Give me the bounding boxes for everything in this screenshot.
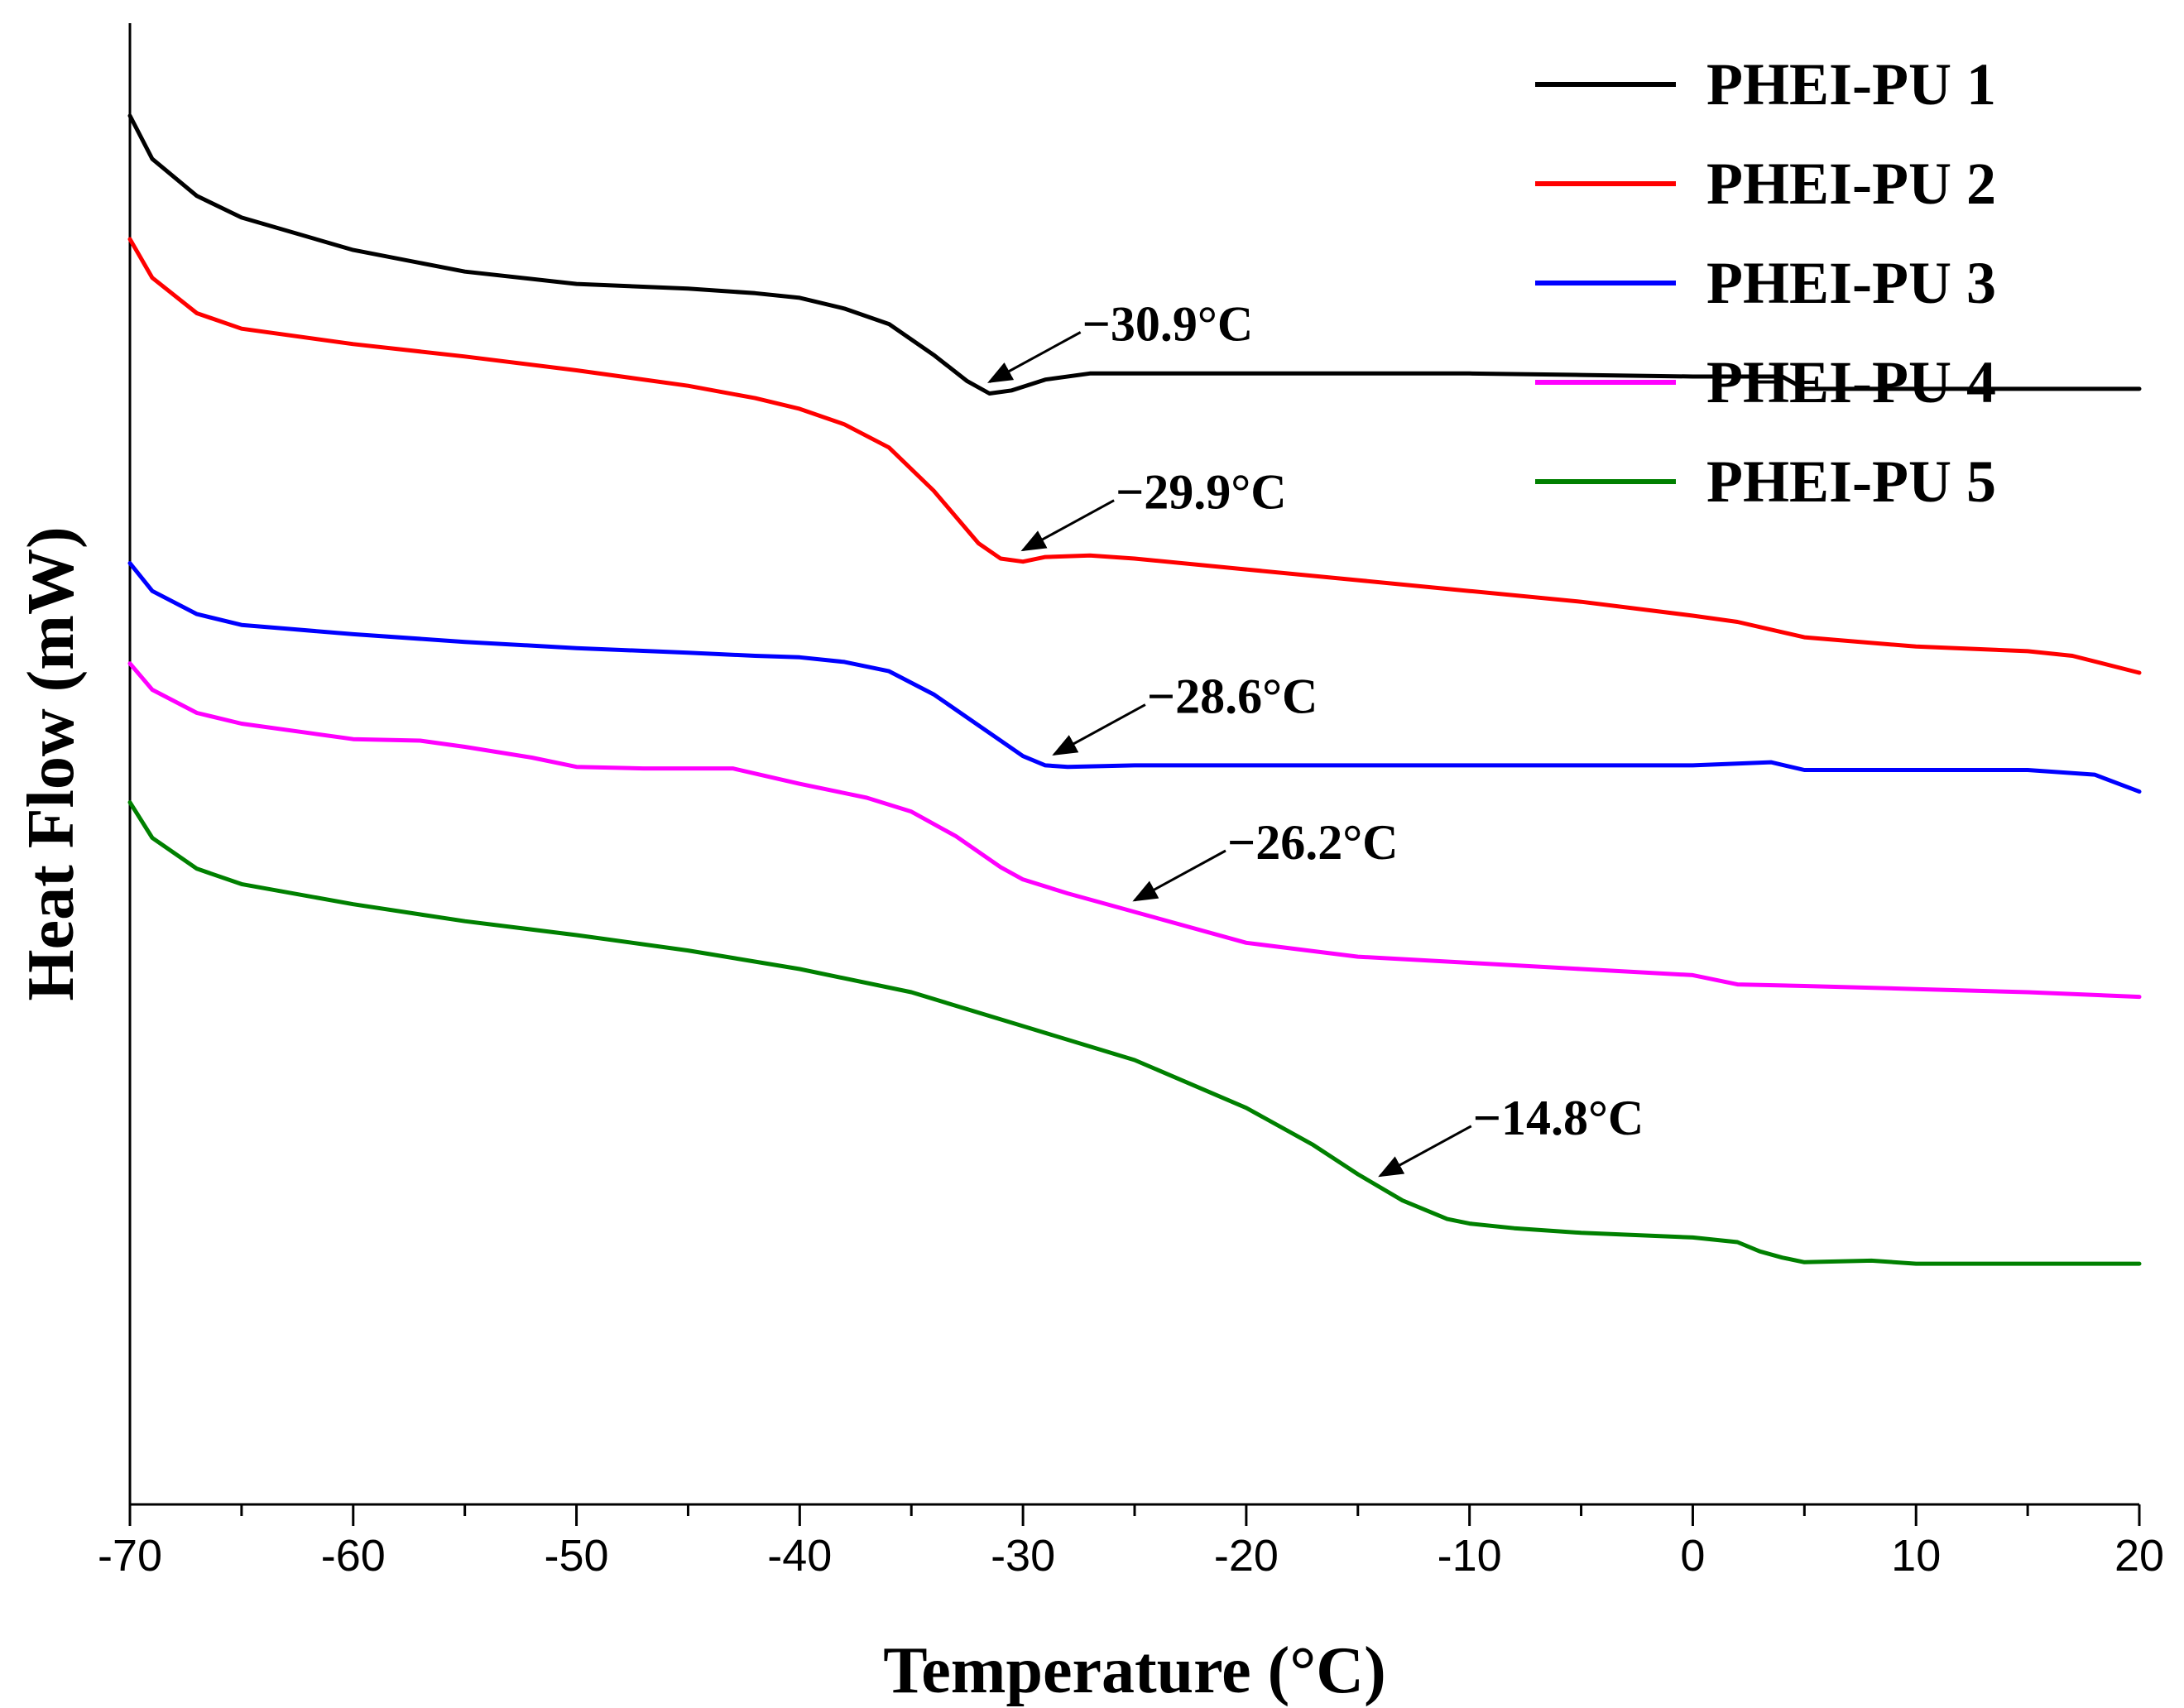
- annotation-label: −14.8°C: [1473, 1091, 1644, 1145]
- series-line-5: [127, 800, 2142, 1266]
- series-line-3: [127, 561, 2142, 794]
- annotation-label: −30.9°C: [1082, 297, 1254, 352]
- x-axis-title: Temperature (°C): [883, 1634, 1385, 1707]
- series-line-1: [127, 113, 2142, 396]
- annotation-arrow: [1052, 703, 1146, 756]
- annotation-arrow: [987, 331, 1082, 383]
- axes: -70 -60 -50 -40 -30 -20 -10 0 10 20: [98, 23, 2164, 1581]
- annotation-label: −26.2°C: [1227, 815, 1399, 870]
- legend-label-5: PHEI-PU 5: [1706, 449, 1996, 515]
- x-tick-label: -30: [991, 1531, 1055, 1581]
- x-tick-label: -60: [321, 1531, 386, 1581]
- legend-label-1: PHEI-PU 1: [1706, 51, 1996, 118]
- annotations: −30.9°C −29.9°C −28.6°C −26.2°C −14.8°C: [987, 297, 1644, 1178]
- y-axis-title: Heat Flow (mW): [15, 526, 88, 1000]
- series-group: [127, 113, 2142, 1266]
- series-line-2: [127, 237, 2142, 675]
- x-tick-label: 10: [1891, 1531, 1941, 1581]
- annotation-label: −28.6°C: [1147, 669, 1318, 724]
- series-line-4: [127, 661, 2142, 1000]
- x-tick-label: -20: [1214, 1531, 1279, 1581]
- x-tick-label: -50: [545, 1531, 609, 1581]
- annotation-arrow: [1378, 1125, 1472, 1178]
- annotation-arrow: [1132, 849, 1226, 902]
- legend-label-2: PHEI-PU 2: [1706, 151, 1996, 217]
- x-tick-label: -40: [767, 1531, 832, 1581]
- x-tick-label: 20: [2114, 1531, 2164, 1581]
- annotation-label: −29.9°C: [1116, 465, 1287, 520]
- legend-label-3: PHEI-PU 3: [1706, 250, 1996, 316]
- legend-label-4: PHEI-PU 4: [1706, 349, 1996, 415]
- x-tick-label: 0: [1680, 1531, 1705, 1581]
- x-tick-label: -10: [1438, 1531, 1502, 1581]
- annotation-arrow: [1020, 499, 1115, 552]
- x-tick-label: -70: [98, 1531, 162, 1581]
- legend: PHEI-PU 1 PHEI-PU 2 PHEI-PU 3 PHEI-PU 4 PHEI…: [1535, 51, 1996, 515]
